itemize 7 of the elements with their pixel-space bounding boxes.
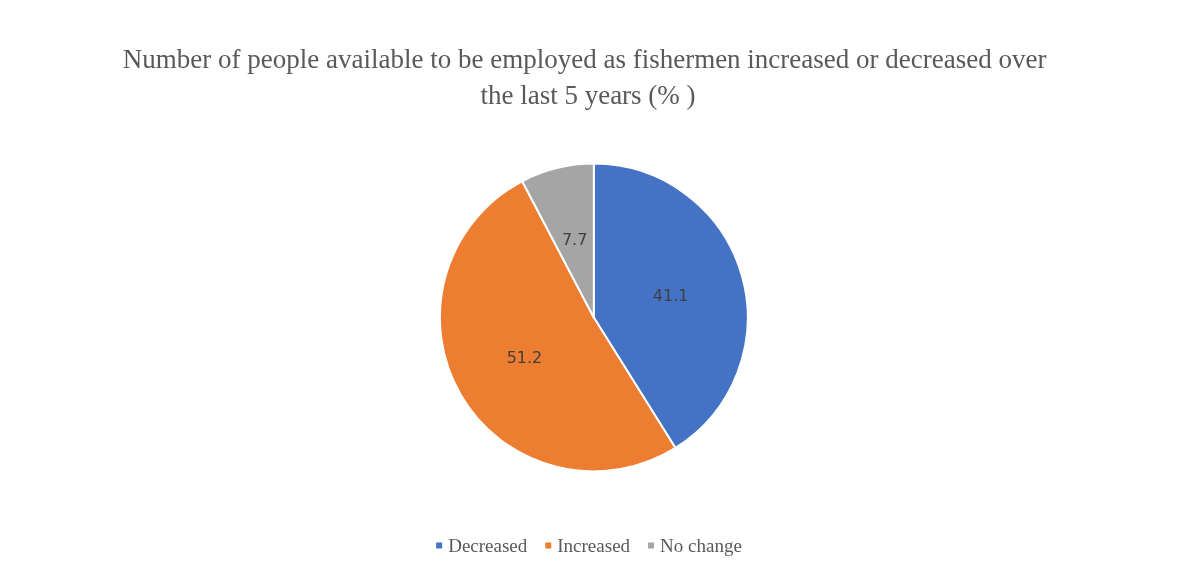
data-label: 41.1 [652,285,689,305]
chart-title: Number of people available to be employed as fishermen increased or decreased over the last 5 years (% ) [122,44,1054,110]
data-label: 7.7 [561,230,588,250]
legend-label: No change [660,535,742,556]
legend-label: Decreased [448,535,528,556]
data-label: 51.2 [506,347,543,367]
legend-label: Increased [557,535,631,556]
